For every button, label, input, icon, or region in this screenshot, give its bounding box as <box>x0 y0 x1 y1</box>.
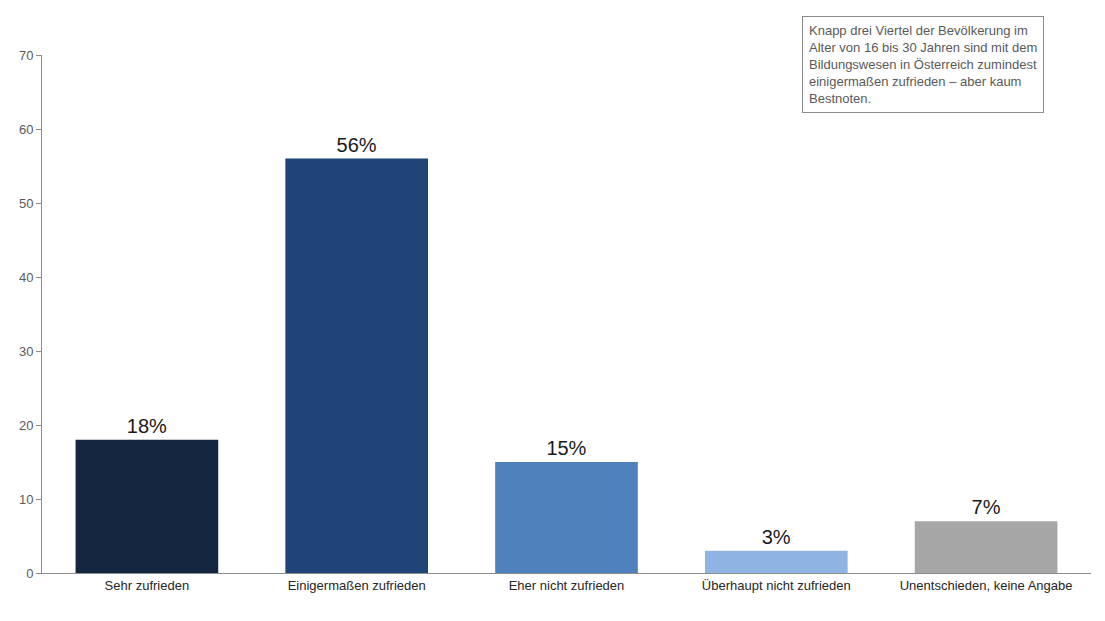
svg-text:40: 40 <box>19 270 33 285</box>
svg-text:30: 30 <box>19 344 33 359</box>
svg-text:56%: 56% <box>337 134 377 156</box>
svg-text:Knapp drei Viertel der Bevölke: Knapp drei Viertel der Bevölkerung imAlt… <box>809 23 1037 106</box>
svg-text:Sehr zufrieden: Sehr zufrieden <box>105 578 190 593</box>
svg-text:0: 0 <box>26 566 33 581</box>
svg-text:18%: 18% <box>127 415 167 437</box>
svg-text:Eher nicht zufrieden: Eher nicht zufrieden <box>509 578 625 593</box>
svg-text:50: 50 <box>19 196 33 211</box>
svg-text:15%: 15% <box>546 437 586 459</box>
svg-text:Einigermaßen zufrieden: Einigermaßen zufrieden <box>288 578 426 593</box>
svg-text:Unentschieden, keine Angabe: Unentschieden, keine Angabe <box>900 578 1073 593</box>
svg-text:3%: 3% <box>762 526 791 548</box>
svg-text:60: 60 <box>19 122 33 137</box>
svg-text:10: 10 <box>19 492 33 507</box>
svg-text:7%: 7% <box>972 496 1001 518</box>
svg-text:Überhaupt nicht zufrieden: Überhaupt nicht zufrieden <box>702 578 851 593</box>
svg-text:70: 70 <box>19 48 33 63</box>
svg-text:20: 20 <box>19 418 33 433</box>
